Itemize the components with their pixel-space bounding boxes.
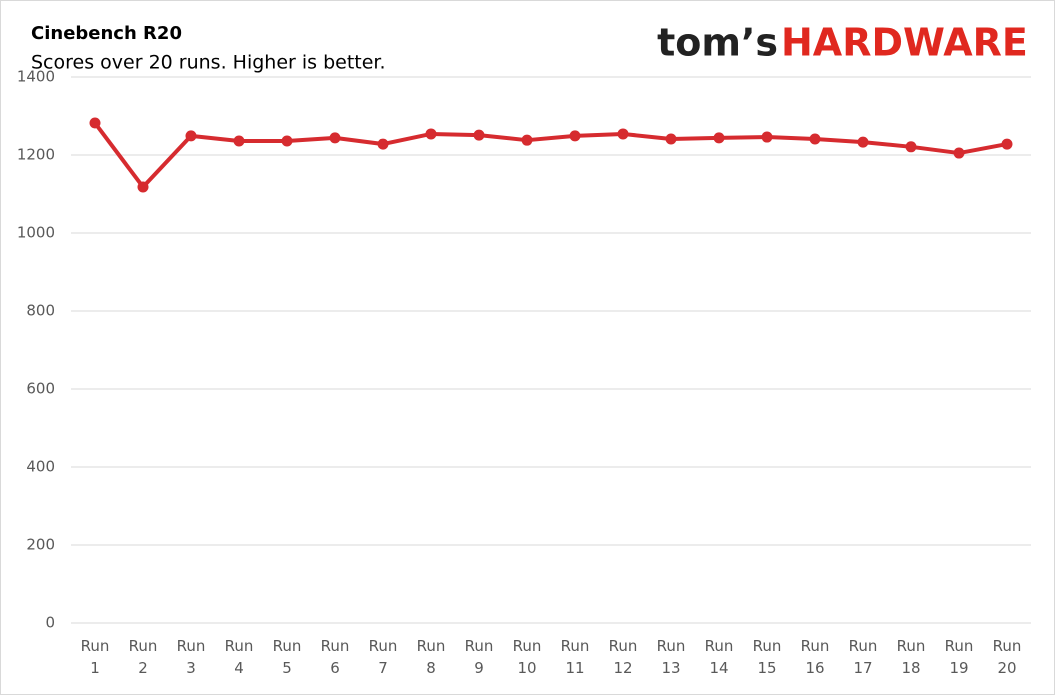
point [377,138,389,150]
y-tick-label: 400 [26,458,55,476]
y-tick-label: 1200 [17,146,55,164]
x-tick-label: Run 7 [368,637,398,677]
chart-subtitle: Scores over 20 runs. Higher is better. [31,52,386,74]
y-tick-label: 800 [26,302,55,320]
x-tick-label: Run 5 [272,637,302,677]
point [233,135,245,147]
point [761,131,773,143]
point [809,133,821,145]
point [905,141,917,153]
y-tick-label: 1400 [17,68,55,86]
x-tick-label: Run 15 [752,637,782,677]
point [185,130,197,142]
y-tick-label: 1000 [17,224,55,242]
point [89,117,101,129]
logo-first: tom’s [657,21,778,65]
x-tick-label: Run 20 [992,637,1022,677]
point [137,181,149,193]
x-tick-label: Run 4 [224,637,254,677]
point [713,132,725,144]
x-tick-label: Run 13 [656,637,686,677]
x-tick-label: Run 17 [848,637,878,677]
x-tick-label: Run 8 [416,637,446,677]
point [1001,138,1013,150]
chart-title: Cinebench R20 [31,23,182,44]
y-tick-label: 600 [26,380,55,398]
point [521,134,533,146]
x-tick-label: Run 6 [320,637,350,677]
x-tick-label: Run 14 [704,637,734,677]
series-line [93,121,1008,189]
x-tick-label: Run 19 [944,637,974,677]
point [329,132,341,144]
y-tick-label: 0 [45,614,55,632]
x-tick-label: Run 11 [560,637,590,677]
x-tick-label: Run 10 [512,637,542,677]
point [425,128,437,140]
x-tick-label: Run 2 [128,637,158,677]
point [569,130,581,142]
x-tick-label: Run 1 [80,637,110,677]
point [953,147,965,159]
point [665,133,677,145]
x-tick-label: Run 9 [464,637,494,677]
x-tick-label: Run 12 [608,637,638,677]
x-tick-label: Run 3 [176,637,206,677]
x-tick-label: Run 16 [800,637,830,677]
logo-second: HARDWARE [781,21,1028,65]
x-tick-label: Run 18 [896,637,926,677]
point [473,129,485,141]
y-tick-label: 200 [26,536,55,554]
point [857,136,869,148]
point [617,128,629,140]
point [281,135,293,147]
